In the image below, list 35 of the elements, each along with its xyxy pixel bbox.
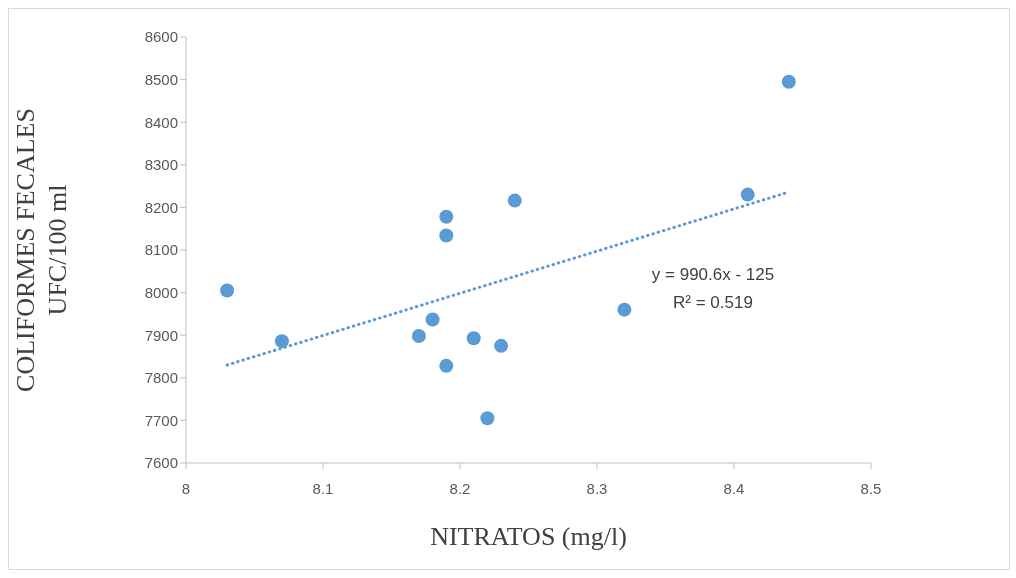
point (466, 331, 481, 346)
point (439, 209, 454, 224)
point (425, 312, 440, 327)
y-tick-label: 7900 (144, 326, 178, 344)
point (274, 334, 289, 349)
y-tick-label: 8500 (144, 70, 178, 88)
y-tick-label: 8600 (144, 28, 178, 46)
point (740, 187, 755, 202)
x-tick-label: 8 (181, 479, 191, 497)
y-tick-label: 7700 (144, 411, 178, 429)
y-tick-label: 8400 (144, 113, 178, 131)
point (507, 193, 522, 208)
x-tick-label: 8.3 (586, 479, 608, 497)
y-tick-label: 8000 (144, 283, 178, 301)
annotation: y = 990.6x - 125 (650, 265, 776, 285)
point (439, 358, 454, 373)
x-axis-title: NITRATOS (mg/l) (430, 522, 627, 551)
y-axis-title: COLIFORMES FECALES UFC/100 ml (11, 108, 72, 392)
y-tick-label: 8300 (144, 156, 178, 174)
point (480, 411, 495, 426)
y-tick-label: 7800 (144, 369, 178, 387)
x-tick-label: 8.5 (860, 479, 882, 497)
x-tick-label: 8.2 (449, 479, 471, 497)
y-tick-label: 8100 (144, 241, 178, 259)
y-tick-label: 8200 (144, 198, 178, 216)
point (220, 283, 235, 298)
x-tick-label: 8.4 (723, 479, 745, 497)
point (781, 74, 796, 89)
point (439, 228, 454, 243)
y-tick-label: 7600 (144, 454, 178, 472)
point (494, 338, 509, 353)
x-tick-label: 8.1 (312, 479, 334, 497)
annotation: R² = 0.519 (672, 293, 754, 313)
point (617, 302, 632, 317)
point (411, 329, 426, 344)
